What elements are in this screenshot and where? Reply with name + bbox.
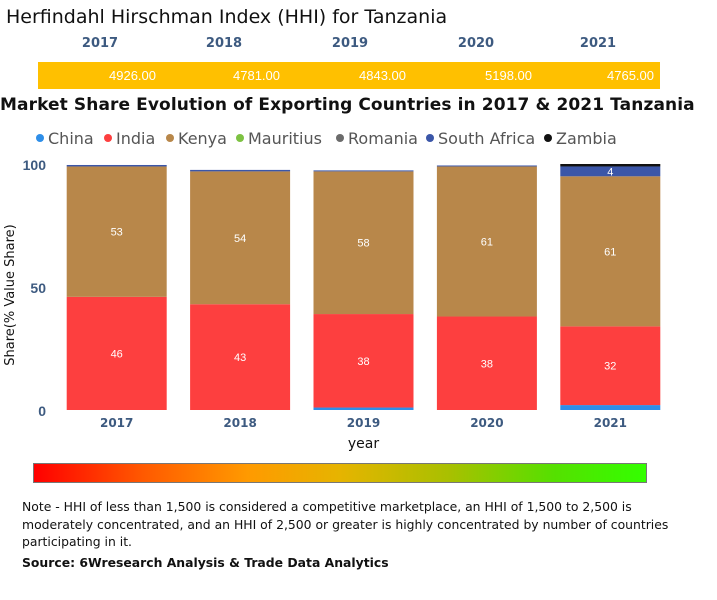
stacked-bar-chart: 0 50 100 Share(% Value Share) 46 53 2017 43 54 20… [3,157,661,452]
legend-item-china[interactable]: China [36,129,94,148]
legend-dot-icon [166,134,174,142]
x-tick-label: 2017 [100,416,133,430]
hhi-year-row: 2017 2018 2019 2020 2021 [38,36,660,54]
bar-segment-india [190,304,291,410]
legend-item-kenya[interactable]: Kenya [166,129,227,148]
legend-item-mauritius[interactable]: Mauritius [236,129,322,148]
source-text: Source: 6Wresearch Analysis & Trade Data… [22,555,389,570]
bar-segment-south-africa [66,164,167,167]
bar-segment-zambia [560,164,661,167]
y-tick-label: 0 [38,403,46,419]
bar-segment-kenya [436,166,537,317]
bar-segment-kenya [313,171,414,315]
bar-segment-china [313,407,414,410]
legend-label: Kenya [178,129,227,148]
bar-segment-india [436,316,537,410]
legend-item-india[interactable]: India [104,129,155,148]
hhi-year-label: 2020 [457,36,495,51]
data-label: 58 [357,238,369,250]
data-label: 61 [481,236,493,248]
hhi-value: 4926.00 [109,68,156,83]
bar-segment-china [560,405,661,410]
legend-dot-icon [236,134,244,142]
legend-dot-icon [104,134,112,142]
data-label: 38 [357,356,369,368]
legend-item-south-africa[interactable]: South Africa [426,129,535,148]
data-label: 46 [111,348,123,360]
bar-segment-kenya [190,171,291,305]
data-label: 61 [604,246,616,258]
bar-segment-india [313,314,414,408]
legend-dot-icon [426,134,434,142]
hhi-year-label: 2021 [579,36,617,51]
hhi-year-label: 2018 [205,36,243,51]
legend-label: China [48,129,94,148]
hhi-year-label: 2019 [331,36,369,51]
data-label: 4 [607,166,613,178]
hhi-value-band: 4926.00 4781.00 4843.00 5198.00 4765.00 [38,62,660,89]
legend-dot-icon [544,134,552,142]
hhi-value: 4843.00 [359,68,406,83]
hhi-value: 4765.00 [607,68,654,83]
bar-segment-kenya [66,166,167,297]
hhi-title: Herfindahl Hirschman Index (HHI) for Tan… [6,6,448,28]
legend-item-zambia[interactable]: Zambia [544,129,617,148]
legend-label: Zambia [556,129,617,148]
legend-label: South Africa [438,129,536,148]
bar-segment-south-africa [436,165,537,167]
bar-segment-india [66,296,167,410]
hhi-value: 5198.00 [485,68,532,83]
x-tick-label: 2018 [223,416,256,430]
note-text: Note - HHI of less than 1,500 is conside… [22,499,669,549]
data-label: 54 [234,233,246,245]
legend-dot-icon [36,134,44,142]
data-label: 43 [234,352,246,364]
y-axis-label: Share(% Value Share) [3,224,18,366]
x-tick-label: 2021 [594,416,627,430]
x-tick-label: 2019 [347,416,380,430]
legend-item-romania[interactable]: Romania [336,129,418,148]
data-label: 53 [111,227,123,239]
hhi-value: 4781.00 [233,68,280,83]
bar-segment-south-africa [313,170,414,172]
y-tick-label: 100 [23,157,47,173]
legend-label: Mauritius [248,129,322,148]
hhi-gradient-scale [33,463,647,483]
bar-segment-south-africa [560,166,661,177]
x-tick-label: 2020 [470,416,503,430]
legend-dot-icon [336,134,344,142]
data-label: 32 [604,361,616,373]
bar-segment-south-africa [190,169,291,172]
x-axis-label: year [348,436,379,452]
market-share-title: Market Share Evolution of Exporting Coun… [0,95,695,115]
bar-segment-kenya [560,176,661,327]
y-tick-label: 50 [30,280,46,296]
legend-label: India [116,129,156,148]
bar-segment-india [560,326,661,406]
legend-label: Romania [348,129,418,148]
data-label: 38 [481,358,493,370]
hhi-year-label: 2017 [81,36,119,51]
